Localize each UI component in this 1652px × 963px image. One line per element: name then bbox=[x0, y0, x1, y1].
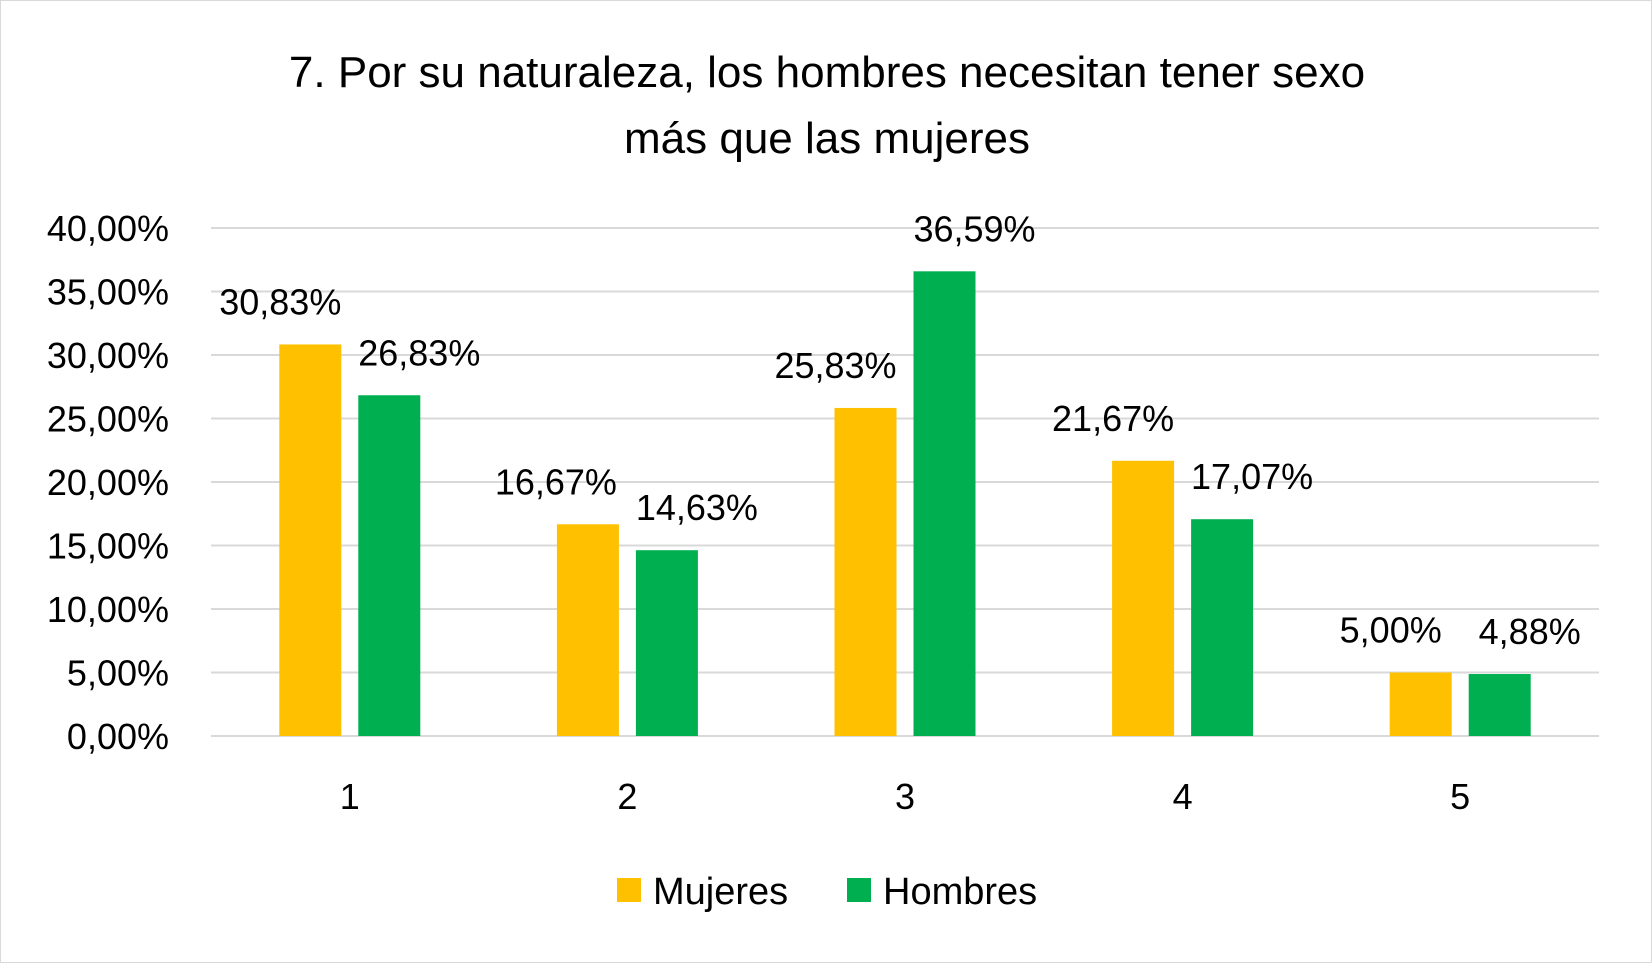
y-tick-label: 0,00% bbox=[67, 716, 169, 757]
bar-hombres-5 bbox=[1468, 674, 1531, 736]
x-tick-label: 2 bbox=[617, 776, 637, 817]
legend: Mujeres Hombres bbox=[617, 871, 1037, 913]
y-tick-label: 35,00% bbox=[47, 272, 169, 313]
data-label-hombres-3: 36,59% bbox=[913, 208, 1035, 249]
y-tick-label: 20,00% bbox=[47, 462, 169, 503]
chart-title-line-2: más que las mujeres bbox=[624, 114, 1030, 163]
x-tick-label: 4 bbox=[1173, 776, 1193, 817]
x-tick-label: 1 bbox=[340, 776, 360, 817]
y-tick-label: 25,00% bbox=[47, 399, 169, 440]
data-label-hombres-2: 14,63% bbox=[636, 487, 758, 528]
gridlines bbox=[211, 227, 1599, 737]
data-label-hombres-5: 4,88% bbox=[1479, 611, 1581, 652]
x-tick-label: 3 bbox=[895, 776, 915, 817]
bars bbox=[279, 271, 1531, 736]
chart-title-line-1: 7. Por su naturaleza, los hombres necesi… bbox=[289, 48, 1365, 97]
data-label-hombres-1: 26,83% bbox=[358, 332, 480, 373]
y-tick-label: 40,00% bbox=[47, 208, 169, 249]
bar-mujeres-3 bbox=[834, 407, 897, 736]
bar-mujeres-1 bbox=[279, 344, 342, 736]
y-axis-tick-labels: 0,00% 5,00% 10,00% 15,00% 20,00% 25,00% 30,00%… bbox=[47, 208, 169, 757]
y-tick-label: 5,00% bbox=[67, 653, 169, 694]
data-label-mujeres-5: 5,00% bbox=[1340, 610, 1442, 651]
data-label-mujeres-2: 16,67% bbox=[495, 461, 617, 502]
bar-hombres-3 bbox=[913, 271, 976, 736]
legend-label-hombres: Hombres bbox=[883, 871, 1037, 913]
bar-mujeres-2 bbox=[556, 524, 619, 736]
y-tick-label: 30,00% bbox=[47, 335, 169, 376]
y-tick-label: 15,00% bbox=[47, 526, 169, 567]
bar-hombres-1 bbox=[358, 395, 421, 736]
x-axis-tick-labels: 1 2 3 4 5 bbox=[340, 776, 1470, 817]
data-labels: 30,83% 16,67% 25,83% 21,67% 5,00% 26,83% 14,63… bbox=[219, 208, 1580, 652]
bar-mujeres-4 bbox=[1112, 460, 1175, 736]
bar-mujeres-5 bbox=[1389, 672, 1452, 736]
bar-hombres-4 bbox=[1191, 519, 1254, 736]
data-label-mujeres-1: 30,83% bbox=[219, 281, 341, 322]
legend-swatch-mujeres bbox=[617, 878, 641, 902]
legend-label-mujeres: Mujeres bbox=[653, 871, 788, 913]
data-label-mujeres-4: 21,67% bbox=[1052, 398, 1174, 439]
data-label-hombres-4: 17,07% bbox=[1191, 456, 1313, 497]
y-tick-label: 10,00% bbox=[47, 589, 169, 630]
data-label-mujeres-3: 25,83% bbox=[774, 345, 896, 386]
legend-swatch-hombres bbox=[847, 878, 871, 902]
bar-hombres-2 bbox=[635, 550, 698, 736]
x-tick-label: 5 bbox=[1450, 776, 1470, 817]
chart-title: 7. Por su naturaleza, los hombres necesi… bbox=[289, 48, 1365, 163]
